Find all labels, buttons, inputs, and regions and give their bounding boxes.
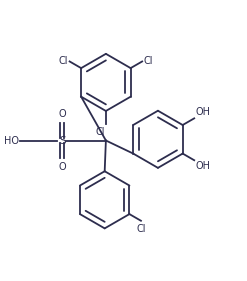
Text: Cl: Cl xyxy=(136,224,146,234)
Text: OH: OH xyxy=(195,162,210,171)
Text: Cl: Cl xyxy=(143,56,153,66)
Text: O: O xyxy=(59,109,66,119)
Text: HO: HO xyxy=(4,135,19,146)
Text: Cl: Cl xyxy=(59,56,68,66)
Text: OH: OH xyxy=(195,107,210,117)
Text: O: O xyxy=(59,162,66,172)
Text: S: S xyxy=(59,135,66,146)
Text: Cl: Cl xyxy=(95,127,105,137)
